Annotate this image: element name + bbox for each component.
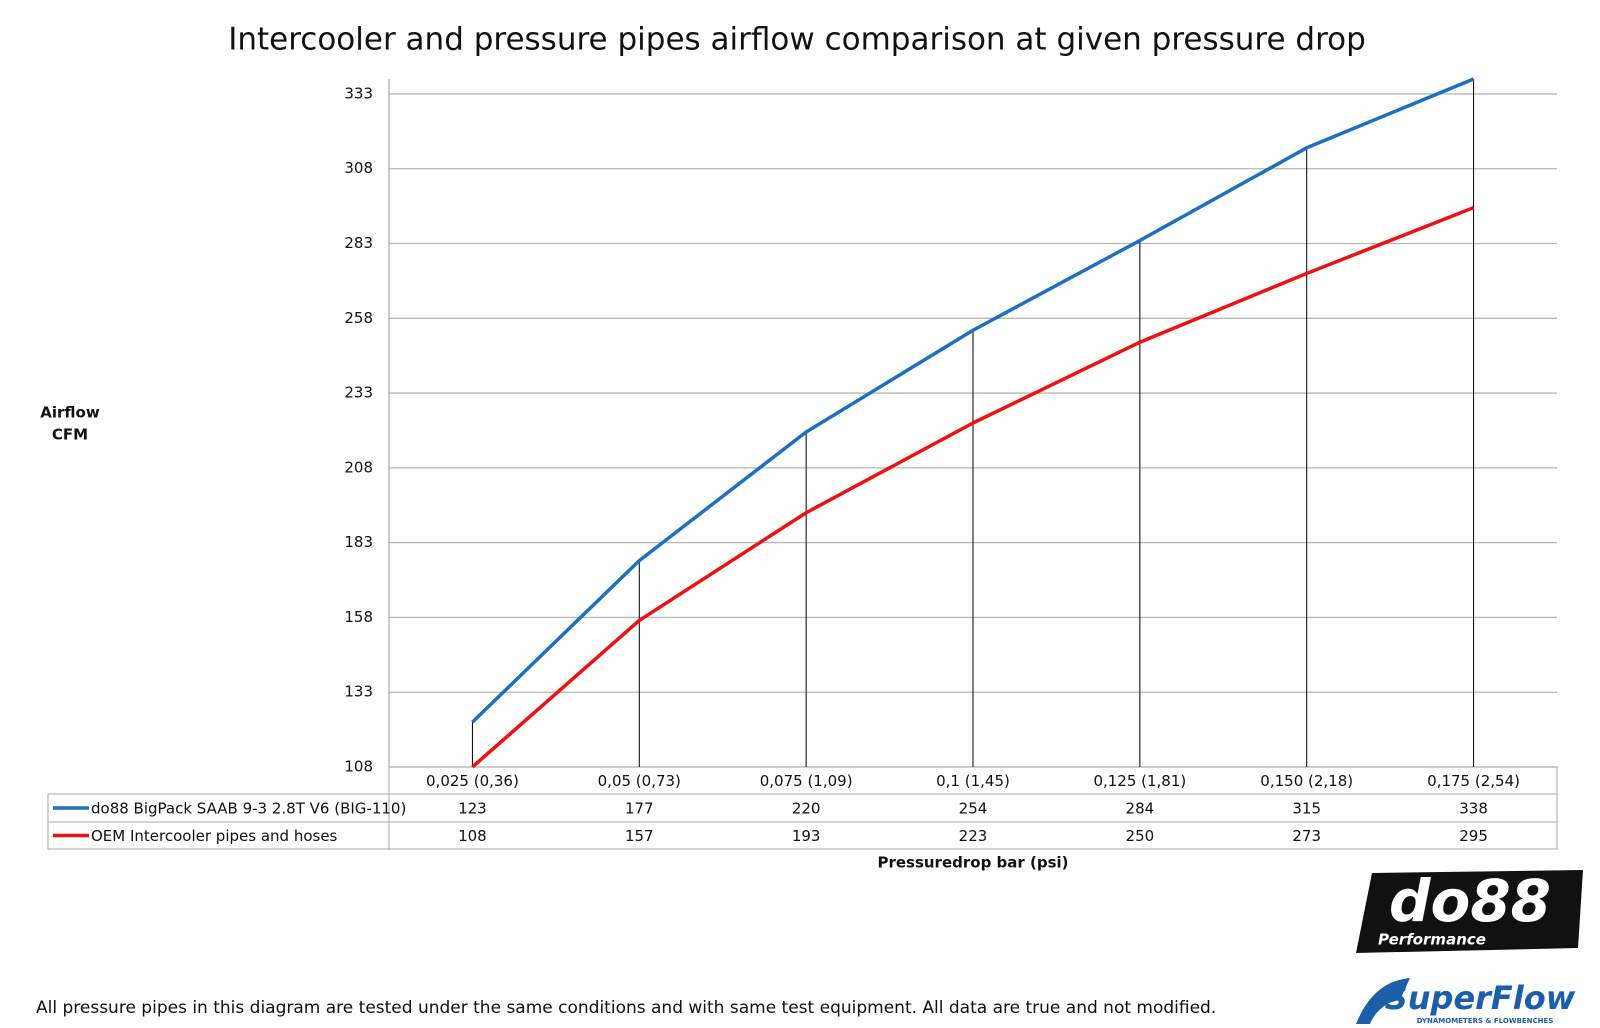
series-line — [471, 77, 1475, 724]
data-label: 284 — [1126, 800, 1155, 818]
y-tick-label: 233 — [344, 384, 373, 402]
footnote: All pressure pipes in this diagram are t… — [36, 998, 1216, 1018]
data-label: 223 — [959, 827, 988, 845]
x-tick-label: 0,075 (1,09) — [760, 772, 853, 790]
y-axis-label: Airflow — [40, 404, 100, 422]
logo-text: SuperFlow — [1385, 979, 1576, 1017]
chart-title: Intercooler and pressure pipes airflow c… — [228, 22, 1366, 58]
x-tick-label: 0,150 (2,18) — [1260, 772, 1353, 790]
logo-text: do88 — [1389, 867, 1551, 935]
data-label: 338 — [1459, 800, 1488, 818]
data-label: 123 — [458, 800, 487, 818]
logo-text: DYNAMOMETERS & FLOWBENCHES — [1417, 1017, 1554, 1025]
data-label: 177 — [625, 800, 654, 818]
y-tick-label: 133 — [344, 683, 373, 701]
y-tick-label: 308 — [344, 159, 373, 177]
do88-logo: do88 Performance — [1356, 867, 1583, 953]
data-label: 220 — [792, 800, 821, 818]
y-tick-label: 108 — [344, 758, 373, 776]
y-tick-label: 258 — [344, 309, 373, 327]
legend-label: do88 BigPack SAAB 9-3 2.8T V6 (BIG-110) — [91, 800, 406, 818]
logo-shape — [1356, 870, 1583, 953]
data-label: 108 — [458, 827, 487, 845]
data-label: 193 — [792, 827, 821, 845]
data-label: 273 — [1292, 827, 1321, 845]
x-tick-label: 0,1 (1,45) — [936, 772, 1010, 790]
data-label: 157 — [625, 827, 654, 845]
logo-shape — [1356, 978, 1410, 1024]
data-label: 254 — [959, 800, 988, 818]
y-axis-label: CFM — [52, 426, 88, 444]
x-tick-label: 0,025 (0,36) — [426, 772, 519, 790]
y-tick-label: 183 — [344, 533, 373, 551]
y-tick-label: 158 — [344, 608, 373, 626]
y-tick-label: 208 — [344, 458, 373, 476]
y-tick-label: 283 — [344, 234, 373, 252]
x-axis-label: Pressuredrop bar (psi) — [877, 854, 1068, 872]
data-label: 315 — [1292, 800, 1321, 818]
series-line — [471, 205, 1475, 769]
x-tick-label: 0,05 (0,73) — [598, 772, 681, 790]
x-tick-label: 0,175 (2,54) — [1427, 772, 1520, 790]
superflow-logo: SuperFlow DYNAMOMETERS & FLOWBENCHES — [1356, 978, 1576, 1025]
logo-text: Performance — [1378, 931, 1486, 949]
y-tick-label: 333 — [344, 84, 373, 102]
x-tick-label: 0,125 (1,81) — [1093, 772, 1186, 790]
legend-label: OEM Intercooler pipes and hoses — [91, 827, 338, 845]
data-label: 295 — [1459, 827, 1488, 845]
data-label: 250 — [1126, 827, 1155, 845]
